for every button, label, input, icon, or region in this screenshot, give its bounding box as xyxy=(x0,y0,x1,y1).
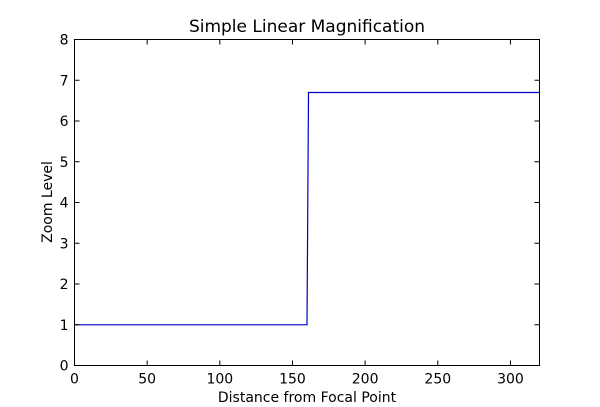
y-tick-label: 0 xyxy=(60,359,69,375)
x-tick-label: 100 xyxy=(206,372,233,388)
series-line-0 xyxy=(74,91,540,326)
y-tick-label: 3 xyxy=(60,236,69,252)
y-tick-label: 2 xyxy=(60,277,69,293)
y-axis-label: Zoom Level xyxy=(40,161,56,243)
x-tick-label: 50 xyxy=(138,372,156,388)
x-tick-label: 200 xyxy=(352,372,379,388)
y-tick-label: 1 xyxy=(60,318,69,334)
y-tick-label: 6 xyxy=(60,114,69,130)
y-tick-label: 7 xyxy=(60,73,69,89)
y-tick-label: 8 xyxy=(60,33,69,49)
x-axis-label: Distance from Focal Point xyxy=(218,390,397,406)
y-tick-label: 5 xyxy=(60,155,69,171)
chart-title: Simple Linear Magnification xyxy=(189,17,425,37)
x-tick-label: 150 xyxy=(279,372,306,388)
x-tick-label: 300 xyxy=(497,372,524,388)
x-tick-label: 0 xyxy=(70,372,79,388)
x-tick-label: 250 xyxy=(424,372,451,388)
y-tick-label: 4 xyxy=(60,196,69,212)
